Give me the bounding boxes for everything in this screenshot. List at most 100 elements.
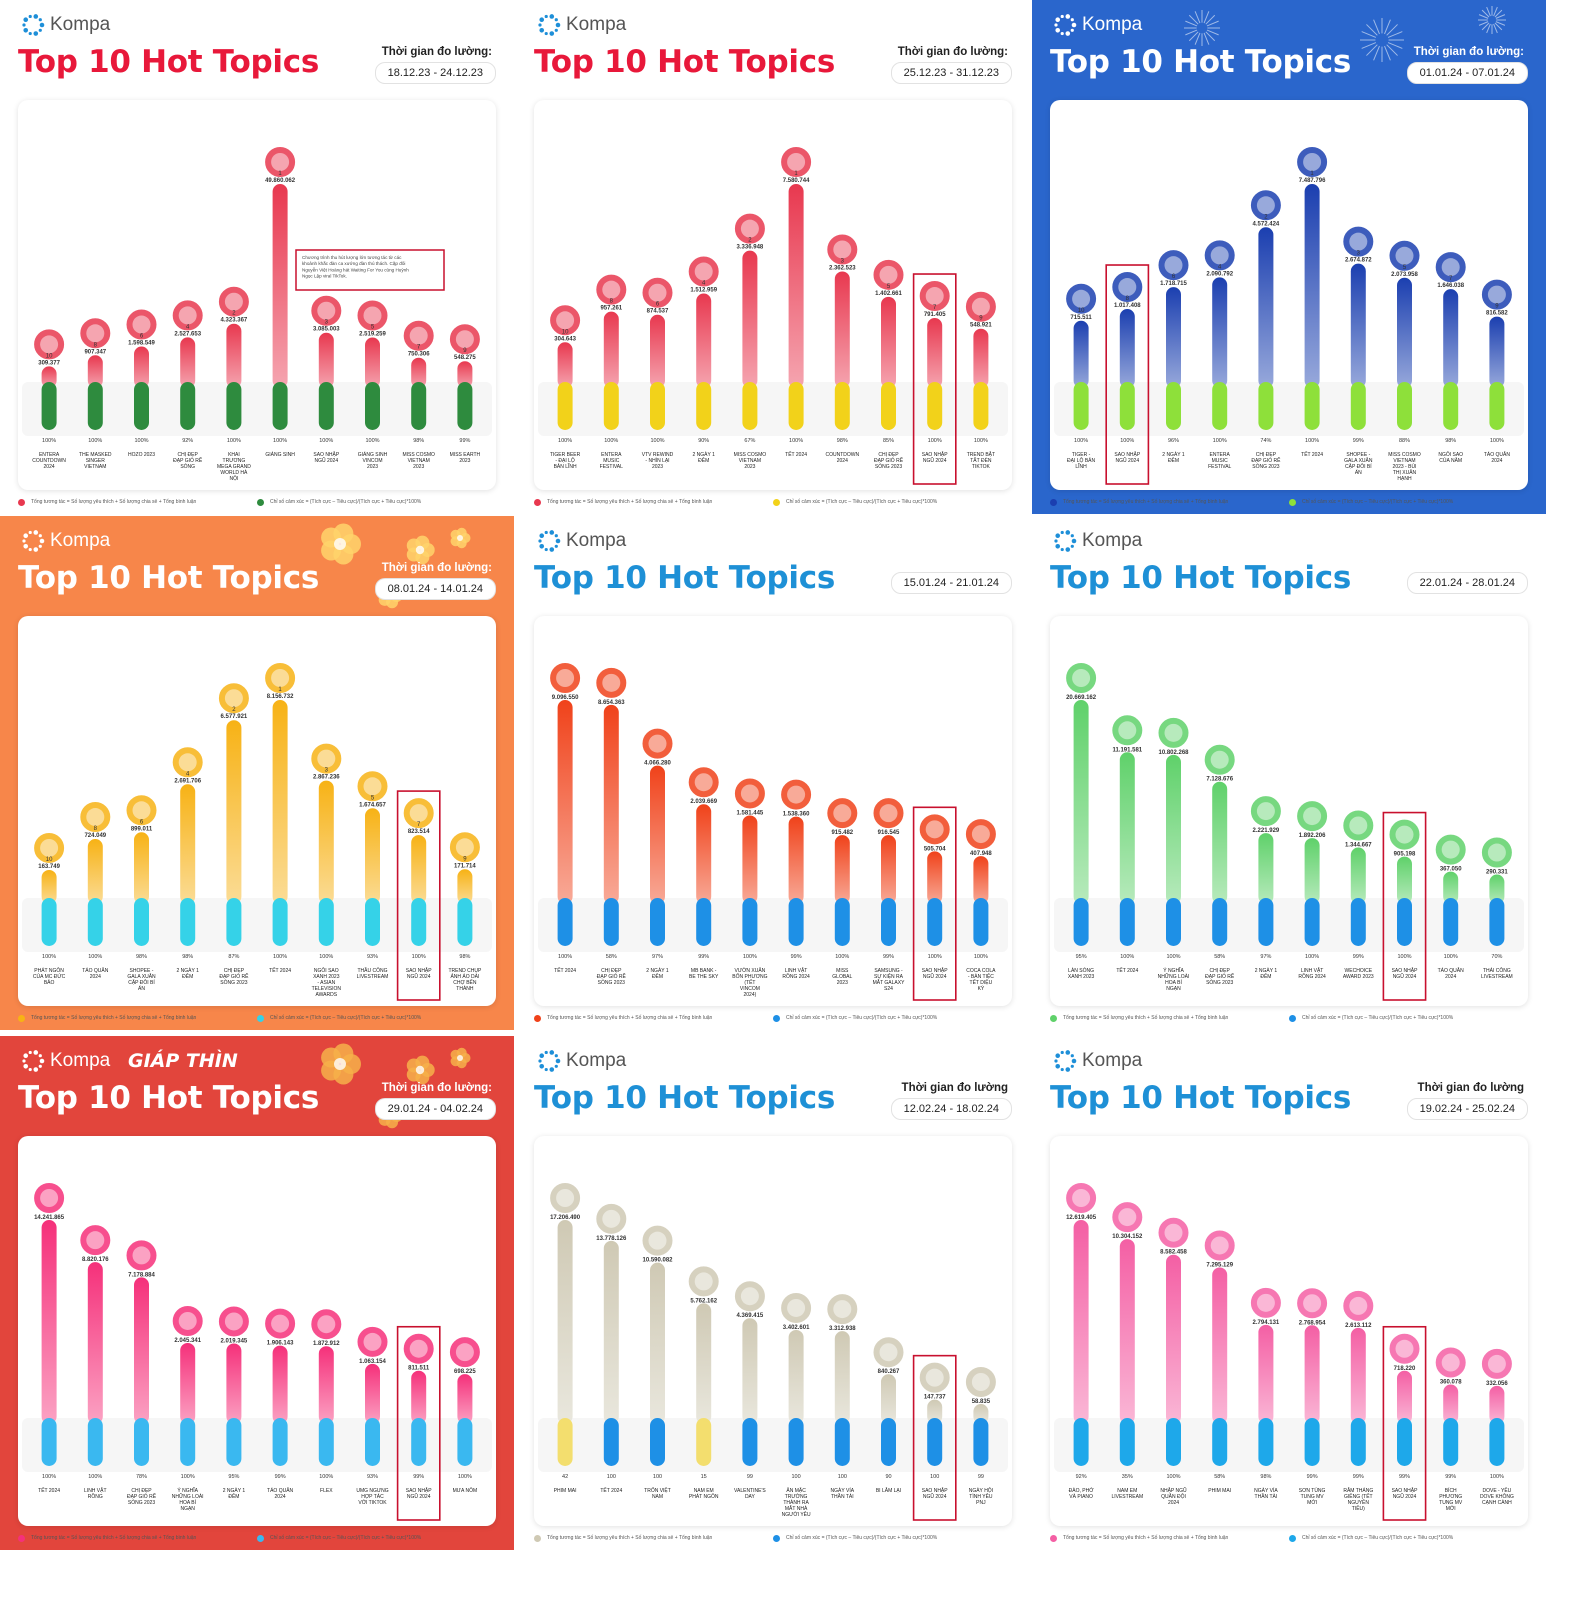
- sentiment-label: 99%: [1353, 438, 1364, 444]
- category-label: HOZO 2023: [128, 452, 155, 458]
- value-label: 698.225: [454, 1369, 476, 1375]
- sentiment-bar: [603, 1418, 619, 1466]
- rank-label: 3: [325, 320, 329, 326]
- topic-avatar-inner: [178, 753, 197, 772]
- chart-card: 10 715.511 100% TIGER -ĐẠI LỘ BẢN LĨNH 8 1.017…: [1050, 100, 1528, 490]
- sentiment-label: 96%: [1168, 438, 1179, 444]
- sentiment-bar: [318, 898, 334, 946]
- category-label: KHAI TRƯƠNG MEGA GRAND WORLD HÀ NỘI: [217, 452, 251, 482]
- sentiment-bar: [41, 898, 57, 946]
- topic-avatar-inner: [132, 315, 151, 334]
- brand: Kompa: [536, 526, 626, 556]
- value-label: 304.643: [554, 336, 576, 342]
- interaction-bar: [41, 1220, 57, 1424]
- interaction-bar: [318, 1346, 334, 1424]
- value-label: 2.691.706: [174, 778, 201, 784]
- topic-avatar-inner: [178, 1311, 197, 1330]
- sentiment-label: 99%: [459, 438, 470, 444]
- sentiment-label: 100%: [1490, 438, 1504, 444]
- topic-avatar-inner: [178, 306, 197, 325]
- sentiment-bar: [457, 1418, 473, 1466]
- topic-avatar-inner: [787, 785, 806, 804]
- sentiment-label: 90: [885, 1474, 891, 1480]
- interaction-bar: [180, 337, 196, 388]
- interaction-bar: [557, 1220, 573, 1424]
- sentiment-label: 100%: [1490, 1474, 1504, 1480]
- sentiment-label: 100: [838, 1474, 847, 1480]
- topic-avatar-inner: [86, 808, 105, 827]
- category-label: 2 NGÀY 1 ĐÊM: [692, 451, 715, 464]
- value-label: 4.369.415: [737, 1313, 764, 1319]
- sentiment-bar: [87, 898, 103, 946]
- sentiment-label: 99%: [1307, 1474, 1318, 1480]
- giap-thin-logo: GIÁP THÌN: [128, 1050, 238, 1072]
- topic-avatar-inner: [132, 801, 151, 820]
- value-label: 2.039.669: [690, 799, 717, 805]
- brand: Kompa: [1052, 526, 1142, 556]
- category-label: GIÁNG SINH: [265, 451, 295, 458]
- legend-dot-icon: [534, 1014, 541, 1022]
- topic-avatar-inner: [1441, 1353, 1460, 1372]
- value-label: 171.714: [454, 863, 476, 869]
- interaction-bar: [834, 271, 850, 388]
- sentiment-bar: [1166, 382, 1181, 430]
- value-label: 1.402.661: [875, 291, 902, 297]
- rank-label: 2: [232, 707, 236, 713]
- interaction-bar: [1073, 700, 1089, 904]
- kompa-logo-icon: [538, 1050, 561, 1072]
- infographic-panel: Kompa Top 10 Hot Topics 15.01.24 - 21.01.2…: [516, 516, 1030, 1030]
- interaction-bar: [226, 323, 242, 388]
- value-label: 811.511: [408, 1366, 430, 1372]
- sentiment-label: 93%: [367, 1474, 378, 1480]
- legend-item-sentiment: Chỉ số cảm xúc = (Tích cực – Tiêu cực)/(…: [773, 1012, 1012, 1024]
- infographic-panel: Kompa Top 10 Hot Topics Thời gian đo lường…: [0, 516, 514, 1030]
- sentiment-label: 78%: [136, 1474, 147, 1480]
- topic-avatar-inner: [271, 669, 290, 687]
- topic-avatar-inner: [317, 1315, 336, 1334]
- category-label: 2 NGÀY 1 ĐÊM: [1162, 451, 1185, 464]
- legend-text: Tổng tương tác = Số lượng yêu thích + Số…: [1063, 1015, 1229, 1021]
- category-label: SAMSUNG -SỰ KIỆN RA MẮT GALAXY S24: [873, 968, 906, 992]
- value-label: 505.704: [924, 846, 946, 852]
- rank-label: 2: [748, 238, 752, 244]
- legend-dot-icon: [257, 498, 264, 506]
- value-label: 20.669.162: [1066, 695, 1097, 701]
- chart-legend: Tổng tương tác = Số lượng yêu thích + Số…: [1050, 1012, 1528, 1024]
- topic-avatar-inner: [648, 1231, 667, 1250]
- sentiment-bar: [1397, 898, 1412, 946]
- value-label: 3.402.601: [783, 1325, 810, 1331]
- sentiment-label: 42: [562, 1474, 568, 1480]
- sentiment-label: 98%: [1260, 1474, 1271, 1480]
- value-label: 1.906.143: [267, 1341, 294, 1347]
- sentiment-bar: [1258, 382, 1274, 430]
- sentiment-bar: [557, 382, 573, 430]
- interaction-bar: [1489, 316, 1505, 388]
- category-label: ENTERA MUSIC FESTIVAL: [1208, 452, 1231, 470]
- rank-label: 2: [232, 311, 236, 317]
- category-label: MISS COSMO VIETNAM 2023 - BÙI THỊ XUÂN HẠNH: [1388, 452, 1421, 482]
- sentiment-label: 100%: [789, 438, 803, 444]
- sentiment-bar: [742, 382, 758, 430]
- sentiment-label: 98%: [136, 954, 147, 960]
- period-label: Thời gian đo lường:: [381, 46, 492, 58]
- sentiment-label: 100%: [181, 1474, 195, 1480]
- interaction-bar: [457, 361, 473, 388]
- topic-avatar-inner: [740, 1287, 759, 1306]
- kompa-logo-icon: [22, 14, 45, 36]
- legend-text: Tổng tương tác = Số lượng yêu thích + Số…: [1063, 499, 1229, 505]
- legend-item-interactions: Tổng tương tác = Số lượng yêu thích + Số…: [1050, 1012, 1289, 1024]
- value-label: 12.619.405: [1066, 1215, 1097, 1221]
- value-label: 147.737: [924, 1395, 946, 1401]
- sentiment-bar: [318, 1418, 334, 1466]
- topic-avatar-inner: [409, 804, 428, 823]
- sentiment-label: 100: [930, 1474, 939, 1480]
- value-label: 9.096.550: [552, 695, 579, 701]
- sentiment-label: 97%: [1260, 954, 1271, 960]
- sentiment-bar: [1166, 1418, 1181, 1466]
- legend-text: Tổng tương tác = Số lượng yêu thích + Số…: [31, 499, 197, 505]
- category-label: FLEX: [320, 1488, 333, 1494]
- infographic-panel: Kompa Top 10 Hot Topics Thời gian đo lường…: [516, 0, 1030, 514]
- interaction-bar: [365, 808, 380, 904]
- interaction-bar: [1304, 838, 1320, 904]
